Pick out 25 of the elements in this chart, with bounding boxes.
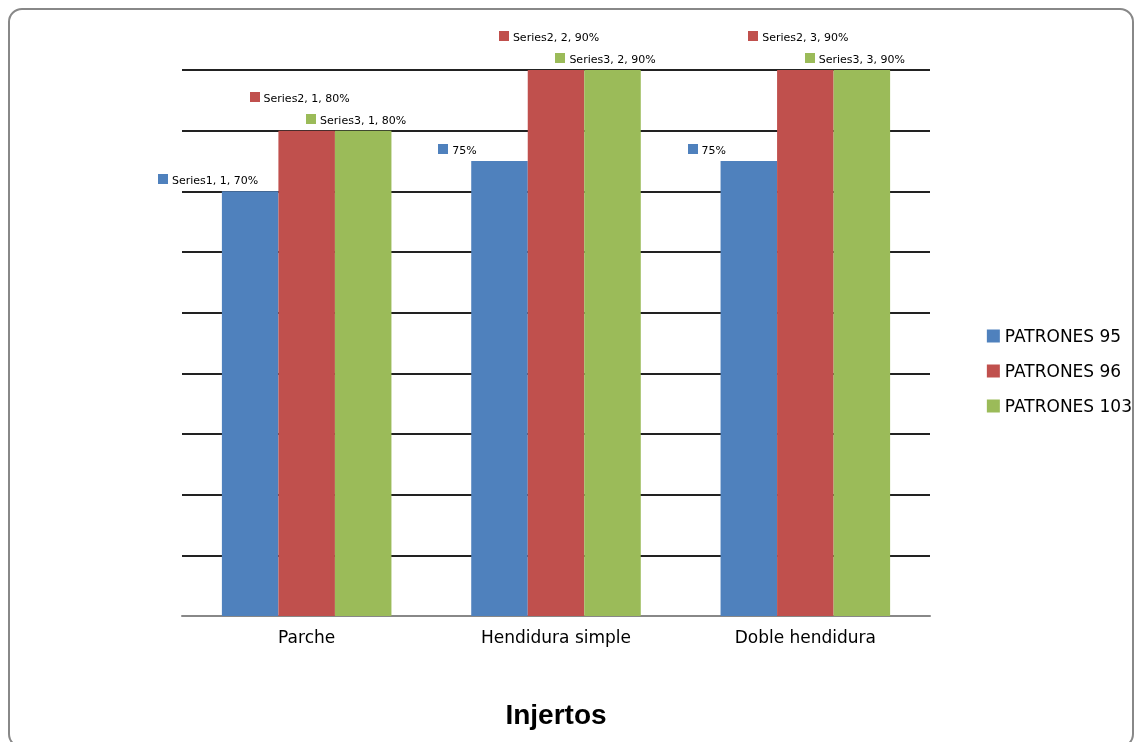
data-label: Series3, 3, 90% <box>818 53 905 66</box>
bar <box>720 161 778 616</box>
bar <box>221 191 279 616</box>
data-label: 75% <box>701 144 727 157</box>
bar <box>833 70 891 616</box>
bar <box>334 130 392 616</box>
data-label: Series2, 2, 90% <box>512 31 600 44</box>
bar <box>471 161 528 616</box>
legend-label: PATRONES 95 <box>1004 326 1122 346</box>
data-label: Series3, 1, 80% <box>320 113 407 127</box>
legend-label: PATRONES 103 <box>1004 396 1132 416</box>
x-tick-label: Doble hendidura <box>734 626 877 647</box>
x-tick-label: Parche <box>278 626 336 647</box>
x-axis-title: Injertos <box>505 698 607 730</box>
data-label: Series2, 3, 90% <box>762 31 849 44</box>
data-label: Series3, 2, 90% <box>569 53 656 66</box>
x-tick-label: Hendidura simple <box>480 626 632 647</box>
data-label: Series2, 1, 80% <box>263 91 350 105</box>
legend-label: PATRONES 96 <box>1004 361 1122 381</box>
data-label: Series1, 1, 70% <box>172 174 259 188</box>
data-label: 75% <box>452 144 477 157</box>
bar <box>278 130 335 616</box>
bar <box>584 70 641 616</box>
bar <box>527 70 585 616</box>
bar <box>777 70 834 616</box>
